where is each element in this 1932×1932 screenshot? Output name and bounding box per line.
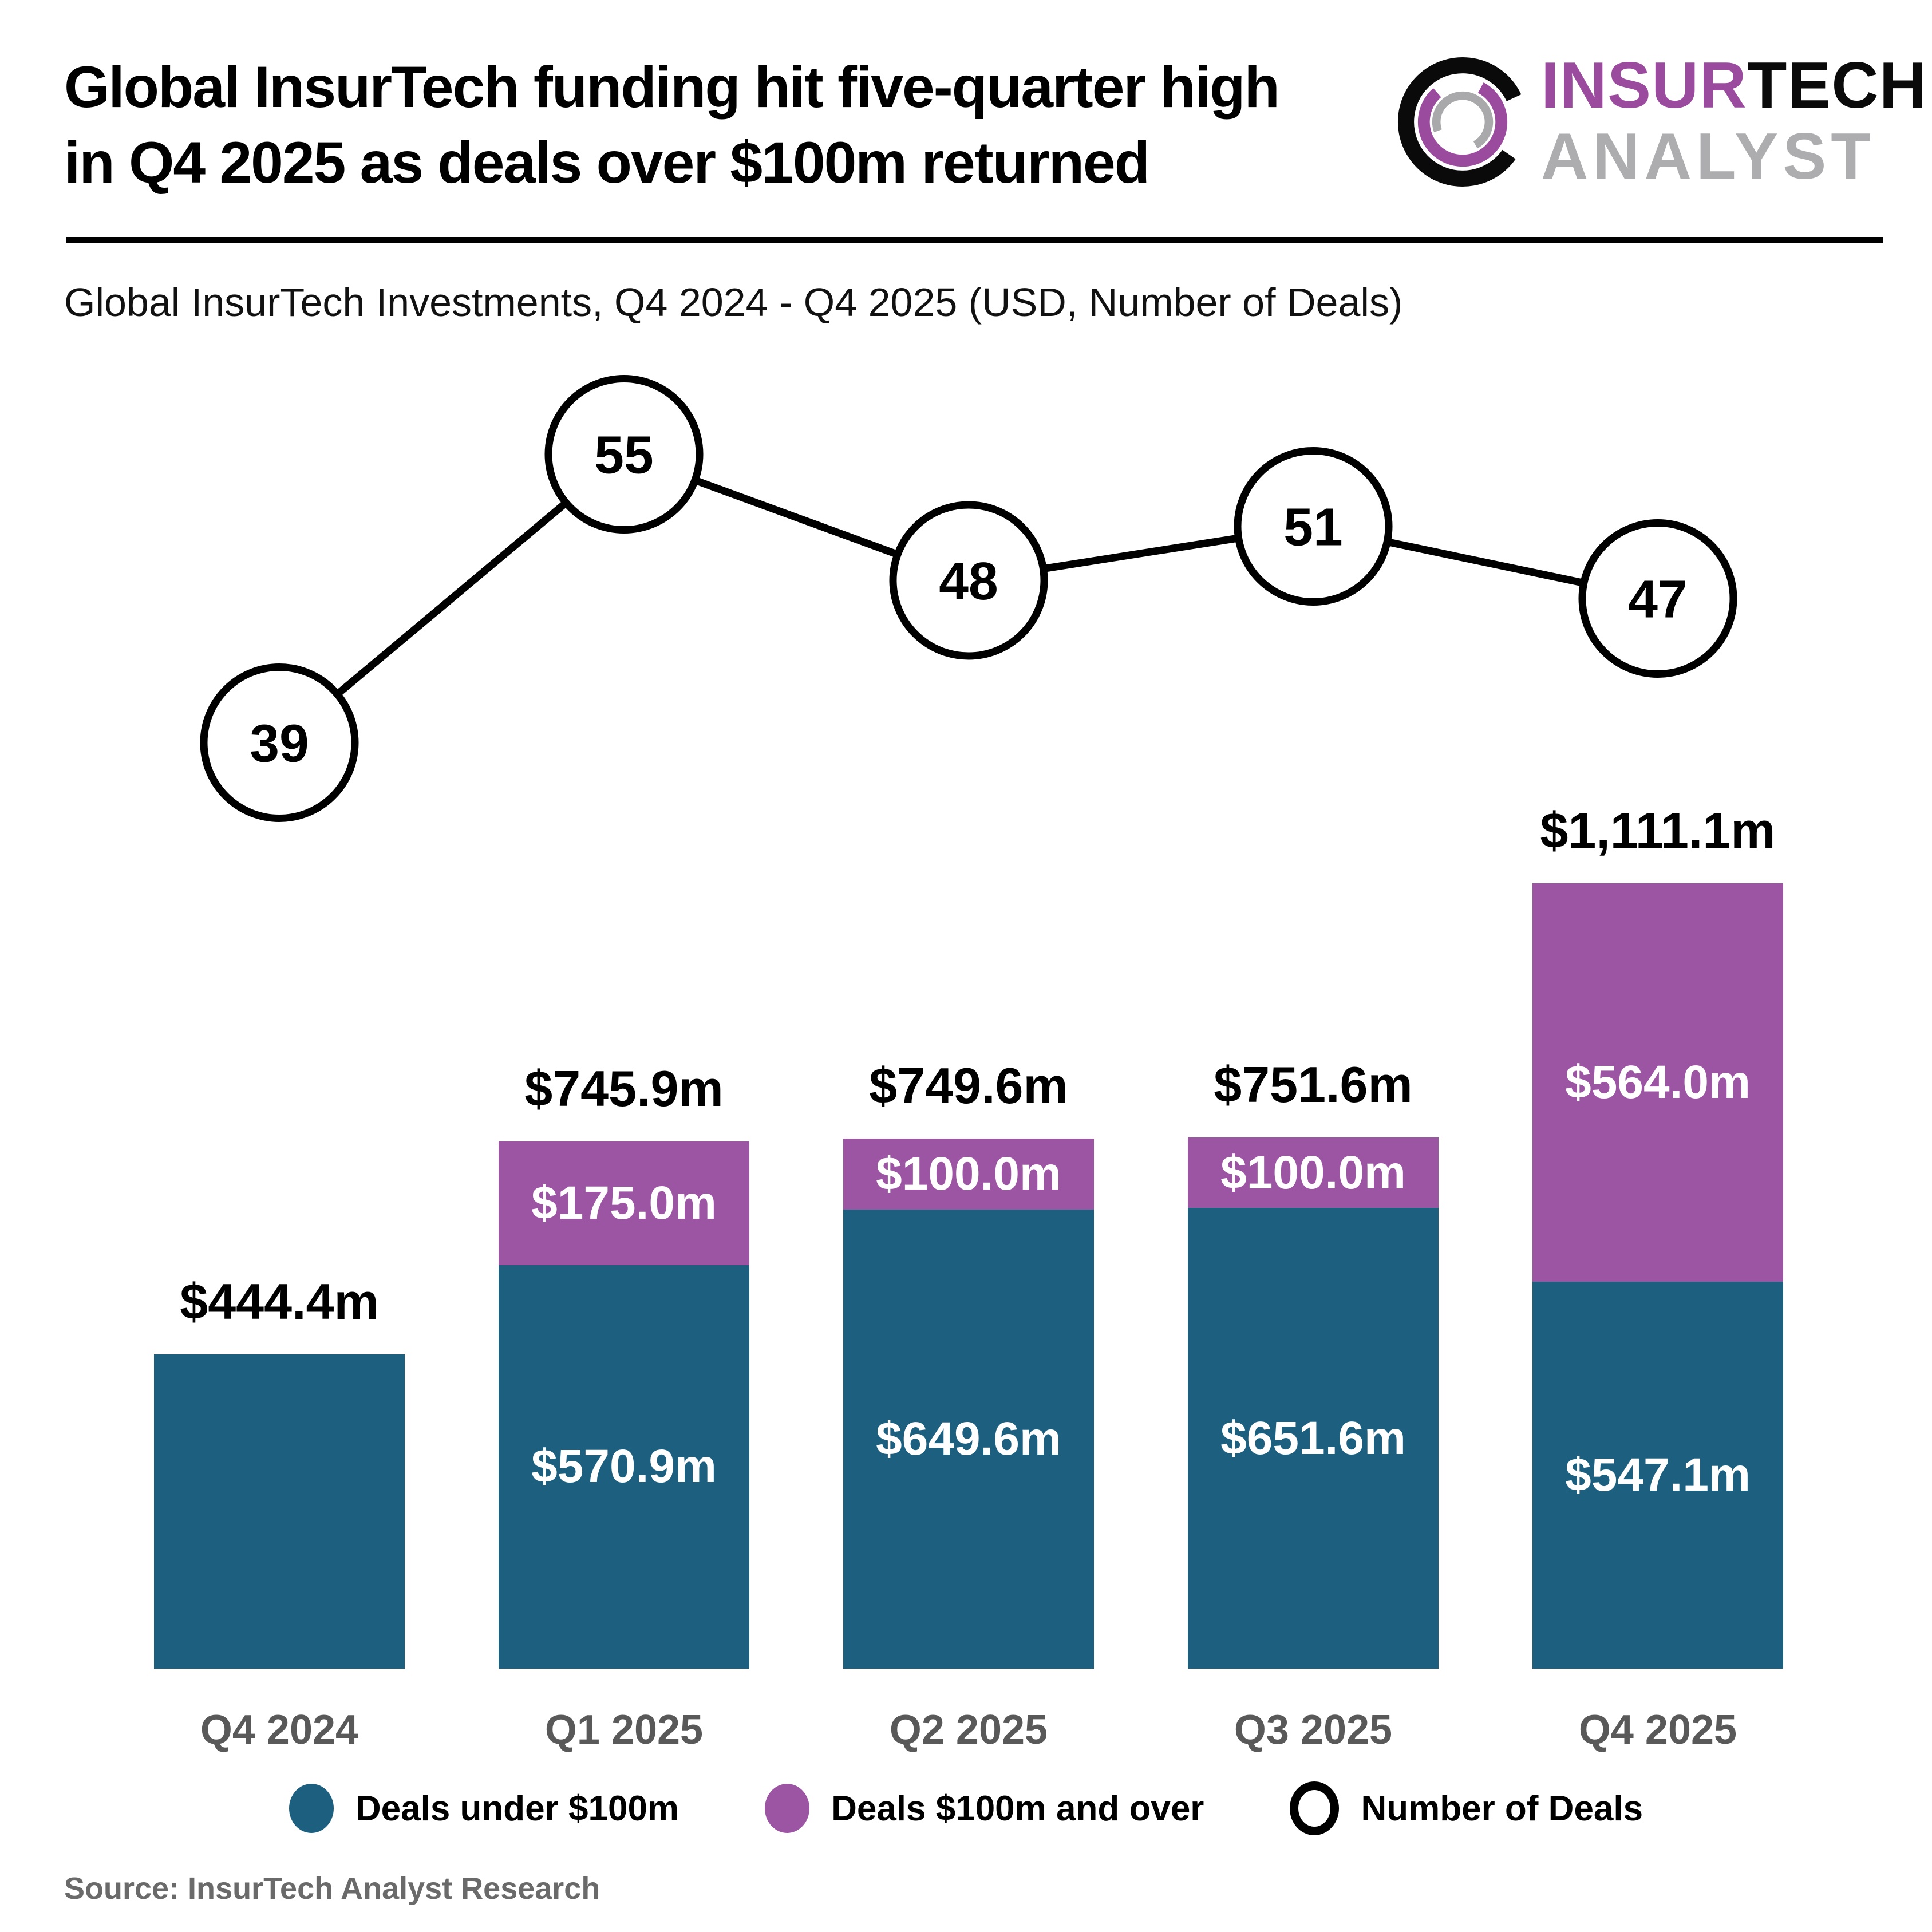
bar-total-label-q4-2024: $444.4m — [180, 1273, 379, 1330]
logo-wordmark: INSURTECH ANALYST — [1541, 50, 1927, 192]
x-axis-label-q4-2024: Q4 2024 — [200, 1707, 359, 1753]
divider-rule — [66, 237, 1883, 243]
deals-count-value: 48 — [939, 551, 998, 611]
purple-dot-icon — [765, 1784, 810, 1833]
x-axis-label-q4-2025: Q4 2025 — [1578, 1707, 1737, 1753]
deals-marker-circle-q4-2025 — [1578, 519, 1737, 678]
legend-label: Deals under $100m — [355, 1788, 679, 1828]
deals-count-value: 47 — [1628, 570, 1687, 629]
x-axis-label-q2-2025: Q2 2025 — [889, 1707, 1048, 1753]
bar-total-label-q4-2025: $1,111.1m — [1540, 801, 1776, 859]
segment-value-label: $651.6m — [1220, 1412, 1406, 1464]
segment-value-label: $649.6m — [876, 1412, 1061, 1465]
bar-segment-over-100m-q1-2025: $175.0m — [499, 1141, 749, 1265]
logo-text-tech: TECH — [1747, 49, 1927, 122]
logo: INSURTECH ANALYST — [1391, 50, 1926, 211]
bar-segment-over-100m-q4-2025: $564.0m — [1532, 883, 1783, 1282]
bar-segment-under-100m-q1-2025: $570.9m — [499, 1265, 749, 1669]
deals-marker-circle-q2-2025 — [889, 501, 1048, 660]
chart-subtitle: Global InsurTech Investments, Q4 2024 - … — [64, 280, 1403, 325]
bar-segment-under-100m-q2-2025: $649.6m — [843, 1209, 1094, 1669]
chart-headline: Global InsurTech funding hit five-quarte… — [64, 54, 1280, 195]
bar-total-label-q1-2025: $745.9m — [524, 1060, 724, 1117]
deals-count-value: 51 — [1283, 497, 1342, 557]
legend-item-deals-under-100m: Deals under $100m — [289, 1784, 679, 1833]
legend-item-deals-100m-and-over: Deals $100m and over — [765, 1784, 1204, 1833]
deals-count-value: 55 — [594, 425, 653, 485]
segment-value-label: $100.0m — [876, 1148, 1061, 1200]
bar-segment-over-100m-q2-2025: $100.0m — [843, 1139, 1094, 1210]
bar-segment-under-100m-q3-2025: $651.6m — [1188, 1208, 1439, 1669]
legend: Deals under $100m Deals $100m and over N… — [0, 1781, 1932, 1835]
ring-icon — [1290, 1781, 1340, 1835]
x-axis-label-q3-2025: Q3 2025 — [1234, 1707, 1393, 1753]
deals-marker-circle-q3-2025 — [1234, 447, 1393, 606]
legend-label: Number of Deals — [1361, 1788, 1643, 1828]
bar-total-label-q2-2025: $749.6m — [869, 1057, 1068, 1115]
segment-value-label: $570.9m — [531, 1440, 717, 1493]
logo-mark-icon — [1397, 57, 1528, 187]
logo-text-analyst: ANALYST — [1541, 120, 1875, 193]
deals-count-value: 39 — [250, 714, 309, 773]
blue-dot-icon — [289, 1784, 334, 1833]
bar-segment-under-100m-q4-2024 — [154, 1354, 405, 1669]
source-note: Source: InsurTech Analyst Research — [64, 1871, 600, 1906]
deals-marker-circle-q1-2025 — [544, 375, 704, 534]
segment-value-label: $547.1m — [1565, 1449, 1751, 1502]
bar-segment-under-100m-q4-2025: $547.1m — [1532, 1282, 1783, 1669]
logo-text-insur: INSUR — [1541, 49, 1747, 122]
segment-value-label: $175.0m — [531, 1176, 717, 1229]
logo-line-insurtech: INSURTECH — [1541, 50, 1927, 121]
bar-segment-over-100m-q3-2025: $100.0m — [1188, 1137, 1439, 1208]
deals-marker-circle-q4-2024 — [200, 663, 359, 822]
segment-value-label: $100.0m — [1220, 1146, 1406, 1199]
legend-label: Deals $100m and over — [831, 1788, 1204, 1828]
bar-total-label-q3-2025: $751.6m — [1214, 1056, 1413, 1113]
segment-value-label: $564.0m — [1565, 1056, 1751, 1109]
legend-item-number-of-deals: Number of Deals — [1290, 1781, 1643, 1835]
x-axis-label-q1-2025: Q1 2025 — [544, 1707, 704, 1753]
